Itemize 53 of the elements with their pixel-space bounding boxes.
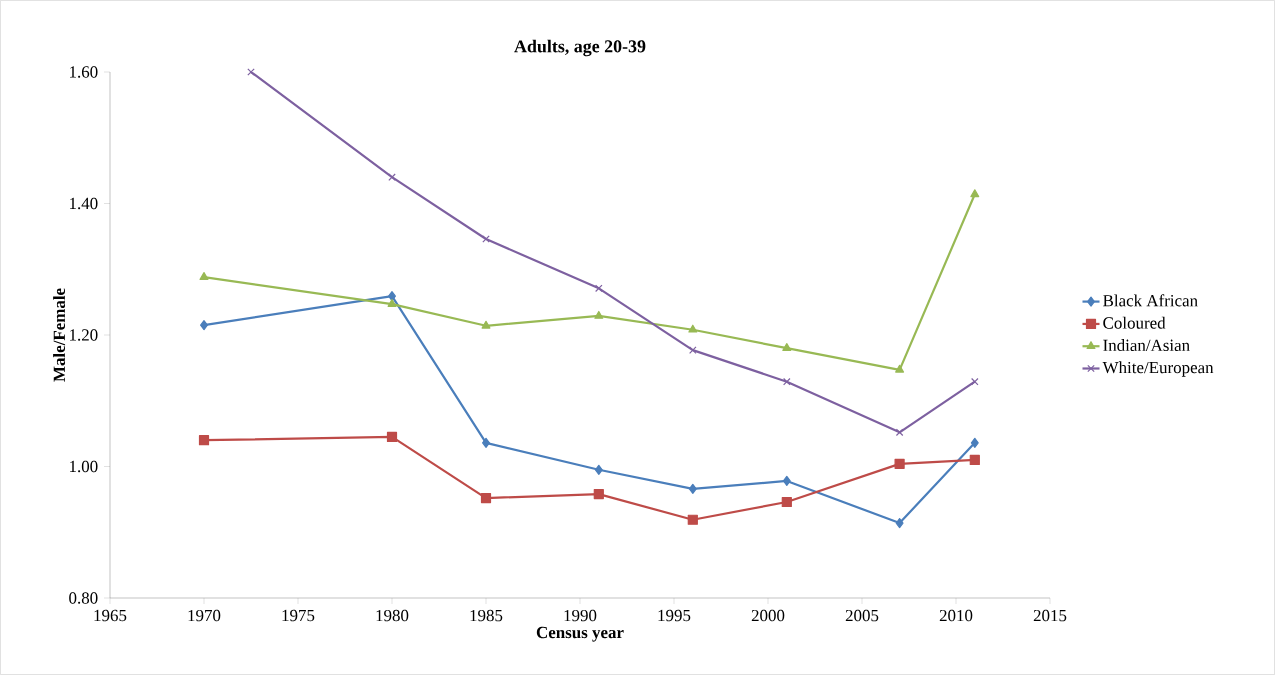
x-tick-label: 1995	[658, 609, 691, 622]
point	[482, 235, 490, 243]
point	[895, 517, 904, 529]
point	[595, 284, 603, 293]
x-tick-label: 1990	[564, 609, 597, 622]
point	[687, 514, 698, 525]
y-tick-label: 1.60	[70, 66, 98, 78]
point	[970, 437, 979, 448]
x-tick-label: 1980	[376, 609, 409, 622]
x-tick-label: 1975	[282, 609, 315, 622]
point	[689, 346, 697, 354]
x-axis-title: Census year	[536, 626, 624, 642]
x-tick-label: 1965	[94, 609, 127, 622]
legend-label: Coloured	[1103, 316, 1166, 329]
point	[198, 435, 210, 446]
point	[783, 377, 791, 386]
legend-label: Indian/Asian	[1103, 339, 1190, 351]
point	[387, 299, 397, 307]
x-tick-label: 2015	[1033, 609, 1067, 622]
point	[199, 272, 209, 280]
x-tick-label: 1970	[188, 609, 221, 622]
point	[480, 492, 492, 504]
point	[200, 320, 208, 331]
point	[895, 364, 905, 373]
x-tick-label: 2005	[845, 609, 879, 622]
point	[895, 428, 904, 437]
y-tick-label: 1.40	[70, 197, 98, 210]
point	[481, 320, 491, 329]
y-tick-label: 1.20	[70, 329, 98, 341]
legend-label: Black African	[1103, 294, 1198, 307]
point	[688, 324, 698, 333]
legend-label: White/European	[1102, 361, 1214, 377]
point	[593, 489, 604, 500]
y-axis-title: Male/Female	[53, 288, 66, 382]
point	[969, 454, 980, 466]
point	[594, 310, 604, 319]
point	[482, 437, 490, 448]
x-tick-label: 1985	[470, 609, 503, 622]
x-tick-label: 2000	[751, 609, 785, 622]
point	[386, 431, 398, 443]
point	[970, 189, 980, 198]
point	[388, 173, 396, 181]
point	[782, 475, 791, 487]
y-tick-label: 1.00	[70, 460, 98, 473]
point	[971, 377, 979, 386]
point	[782, 343, 792, 351]
chart-title: Adults, age 20-39	[514, 39, 646, 57]
point	[894, 458, 905, 469]
x-tick-label: 2010	[939, 609, 973, 622]
point	[688, 483, 697, 494]
y-tick-label: 0.80	[69, 592, 98, 604]
point	[594, 464, 603, 475]
point	[781, 496, 792, 508]
